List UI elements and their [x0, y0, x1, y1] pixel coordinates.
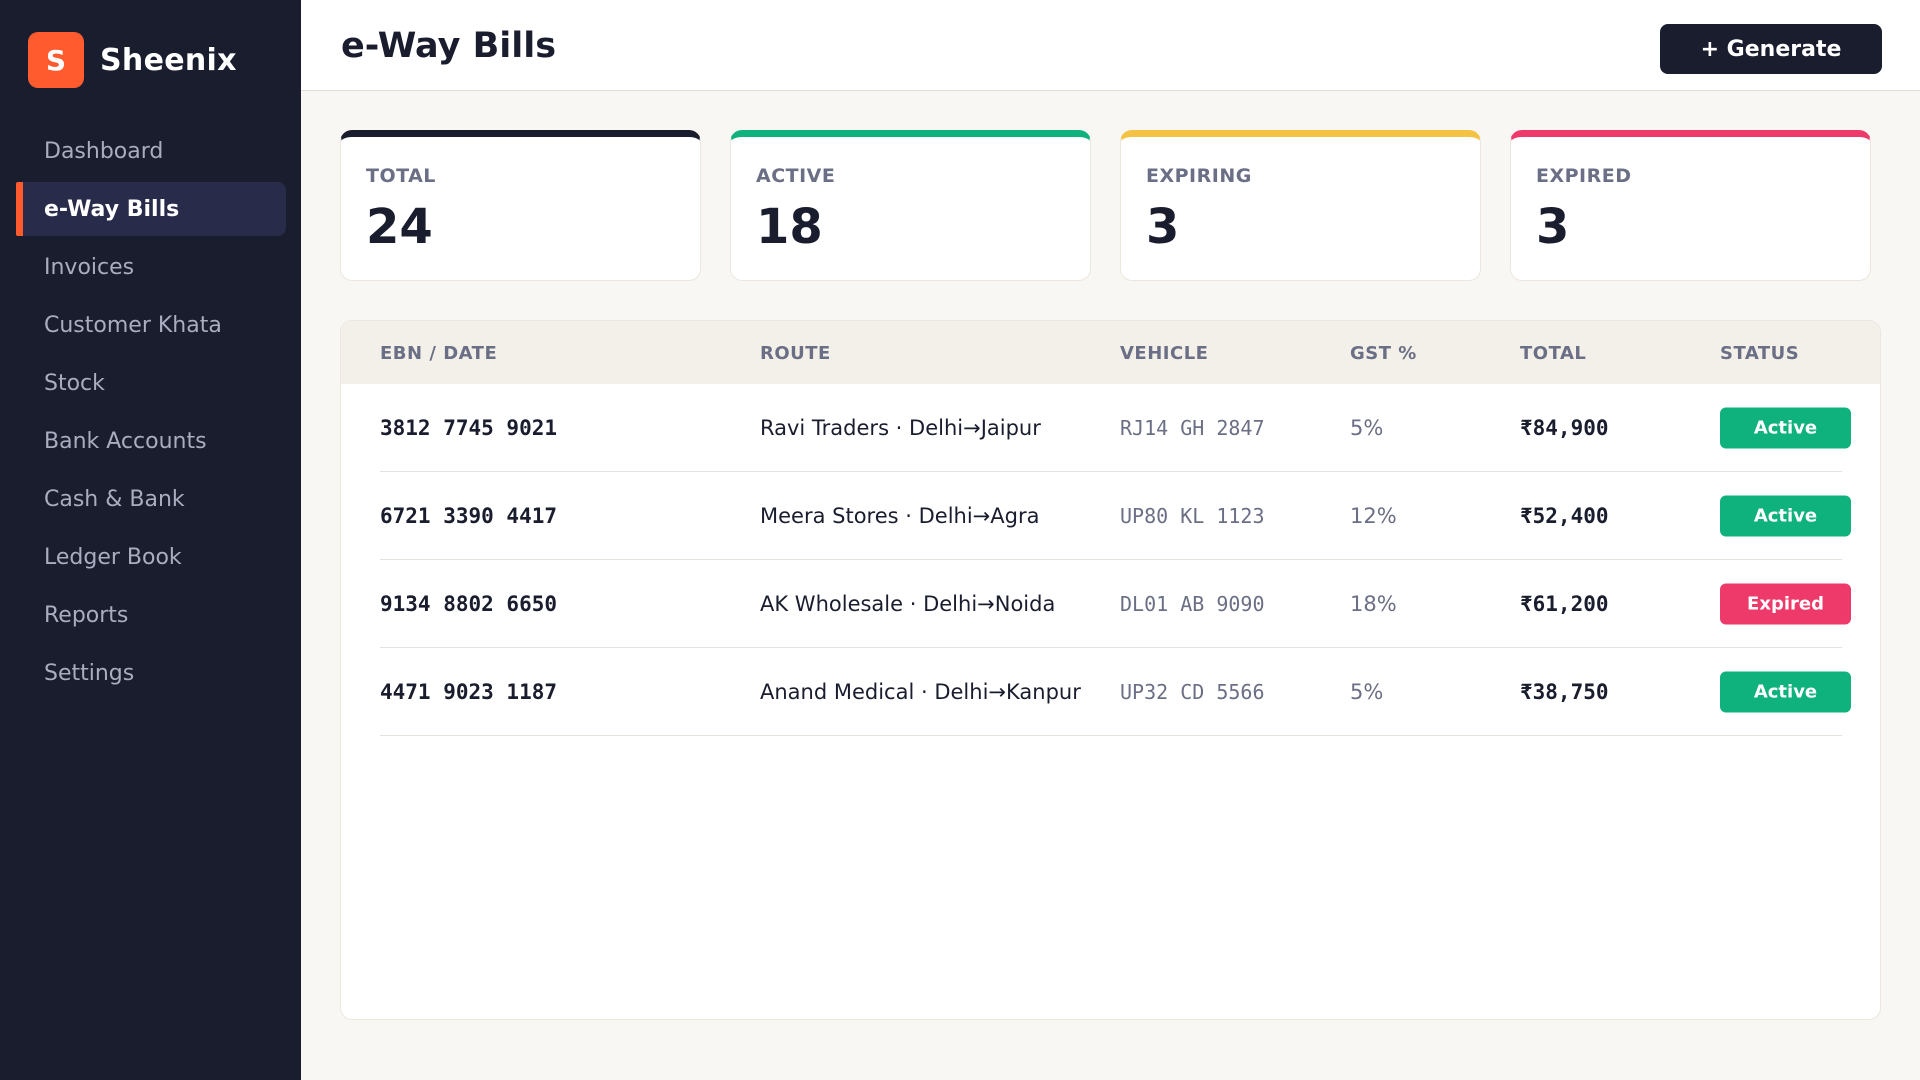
column-header-route: ROUTE [760, 343, 831, 364]
page-title: e-Way Bills [341, 26, 557, 66]
column-header-vehicle: VEHICLE [1120, 343, 1209, 364]
table-header: EBN / DATE ROUTE VEHICLE GST % TOTAL STATUS [341, 321, 1880, 384]
route-cell: Ravi Traders · Delhi→Jaipur [760, 416, 1041, 440]
ebn-cell: 3812 7745 9021 [380, 416, 558, 440]
total-cell: ₹38,750 [1520, 680, 1609, 704]
status-badge: Active [1720, 671, 1851, 713]
brand[interactable]: S Sheenix [28, 32, 237, 88]
gst-cell: 5% [1350, 416, 1384, 440]
stat-value: 24 [366, 199, 433, 255]
route-cell: AK Wholesale · Delhi→Noida [760, 592, 1056, 616]
table-row[interactable]: 9134 8802 6650 AK Wholesale · Delhi→Noida… [341, 560, 1880, 648]
vehicle-cell: DL01 AB 9090 [1120, 592, 1265, 616]
eway-bills-table: EBN / DATE ROUTE VEHICLE GST % TOTAL STATUS 3… [340, 320, 1881, 1020]
sidebar-item-cash-bank[interactable]: Cash & Bank [16, 472, 286, 526]
stat-value: 3 [1536, 199, 1570, 255]
sidebar-item-customer-khata[interactable]: Customer Khata [16, 298, 286, 352]
sidebar-item-label: Reports [44, 602, 129, 628]
generate-button[interactable]: + Generate [1660, 24, 1882, 74]
sidebar-item-label: Bank Accounts [44, 428, 207, 454]
sidebar-item-label: Invoices [44, 254, 135, 280]
gst-cell: 12% [1350, 504, 1397, 528]
row-divider [380, 647, 1842, 648]
column-header-gst: GST % [1350, 343, 1417, 364]
vehicle-cell: RJ14 GH 2847 [1120, 416, 1265, 440]
top-header: e-Way Bills + Generate [301, 0, 1920, 91]
route-cell: Meera Stores · Delhi→Agra [760, 504, 1040, 528]
row-divider [380, 559, 1842, 560]
status-badge: Expired [1720, 583, 1851, 625]
sidebar-item-stock[interactable]: Stock [16, 356, 286, 410]
sidebar-nav: Dashboard e-Way Bills Invoices Customer Kha… [16, 124, 286, 704]
ebn-cell: 4471 9023 1187 [380, 680, 558, 704]
row-divider [380, 471, 1842, 472]
brand-logo: S [28, 32, 84, 88]
vehicle-cell: UP32 CD 5566 [1120, 680, 1265, 704]
stat-label: EXPIRING [1146, 165, 1252, 187]
route-cell: Anand Medical · Delhi→Kanpur [760, 680, 1081, 704]
stat-card-active: ACTIVE 18 [730, 130, 1091, 281]
sidebar-item-label: Dashboard [44, 138, 164, 164]
table-row[interactable]: 3812 7745 9021 Ravi Traders · Delhi→Jaipu… [341, 384, 1880, 472]
table-row[interactable]: 4471 9023 1187 Anand Medical · Delhi→Kanp… [341, 648, 1880, 736]
column-header-total: TOTAL [1520, 343, 1587, 364]
sidebar-item-invoices[interactable]: Invoices [16, 240, 286, 294]
ebn-cell: 6721 3390 4417 [380, 504, 558, 528]
stat-label: ACTIVE [756, 165, 836, 187]
stat-card-expired: EXPIRED 3 [1510, 130, 1871, 281]
sidebar-item-dashboard[interactable]: Dashboard [16, 124, 286, 178]
total-cell: ₹61,200 [1520, 592, 1609, 616]
stat-label: EXPIRED [1536, 165, 1632, 187]
stat-card-total: TOTAL 24 [340, 130, 701, 281]
row-divider [380, 735, 1842, 736]
gst-cell: 5% [1350, 680, 1384, 704]
stat-cards: TOTAL 24 ACTIVE 18 EXPIRING 3 EXPIRED 3 [340, 130, 1900, 281]
column-header-status: STATUS [1720, 343, 1800, 364]
table-row[interactable]: 6721 3390 4417 Meera Stores · Delhi→Agra U… [341, 472, 1880, 560]
sidebar-item-e-way-bills[interactable]: e-Way Bills [16, 182, 286, 236]
sidebar-item-label: Stock [44, 370, 105, 396]
status-badge: Active [1720, 495, 1851, 537]
stat-value: 18 [756, 199, 823, 255]
stat-card-expiring: EXPIRING 3 [1120, 130, 1481, 281]
sidebar-item-bank-accounts[interactable]: Bank Accounts [16, 414, 286, 468]
stat-value: 3 [1146, 199, 1180, 255]
total-cell: ₹52,400 [1520, 504, 1609, 528]
sidebar-item-reports[interactable]: Reports [16, 588, 286, 642]
sidebar-item-label: Settings [44, 660, 135, 686]
sidebar-item-ledger-book[interactable]: Ledger Book [16, 530, 286, 584]
total-cell: ₹84,900 [1520, 416, 1609, 440]
sidebar-item-label: Customer Khata [44, 312, 222, 338]
sidebar-item-settings[interactable]: Settings [16, 646, 286, 700]
column-header-ebn-date: EBN / DATE [380, 343, 498, 364]
ebn-cell: 9134 8802 6650 [380, 592, 558, 616]
stat-label: TOTAL [366, 165, 436, 187]
sidebar-item-label: Ledger Book [44, 544, 182, 570]
sidebar: S Sheenix Dashboard e-Way Bills Invoices Cu… [0, 0, 301, 1080]
sidebar-item-label: Cash & Bank [44, 486, 185, 512]
brand-name: Sheenix [100, 42, 237, 78]
status-badge: Active [1720, 407, 1851, 449]
vehicle-cell: UP80 KL 1123 [1120, 504, 1265, 528]
gst-cell: 18% [1350, 592, 1397, 616]
sidebar-item-label: e-Way Bills [44, 196, 180, 222]
